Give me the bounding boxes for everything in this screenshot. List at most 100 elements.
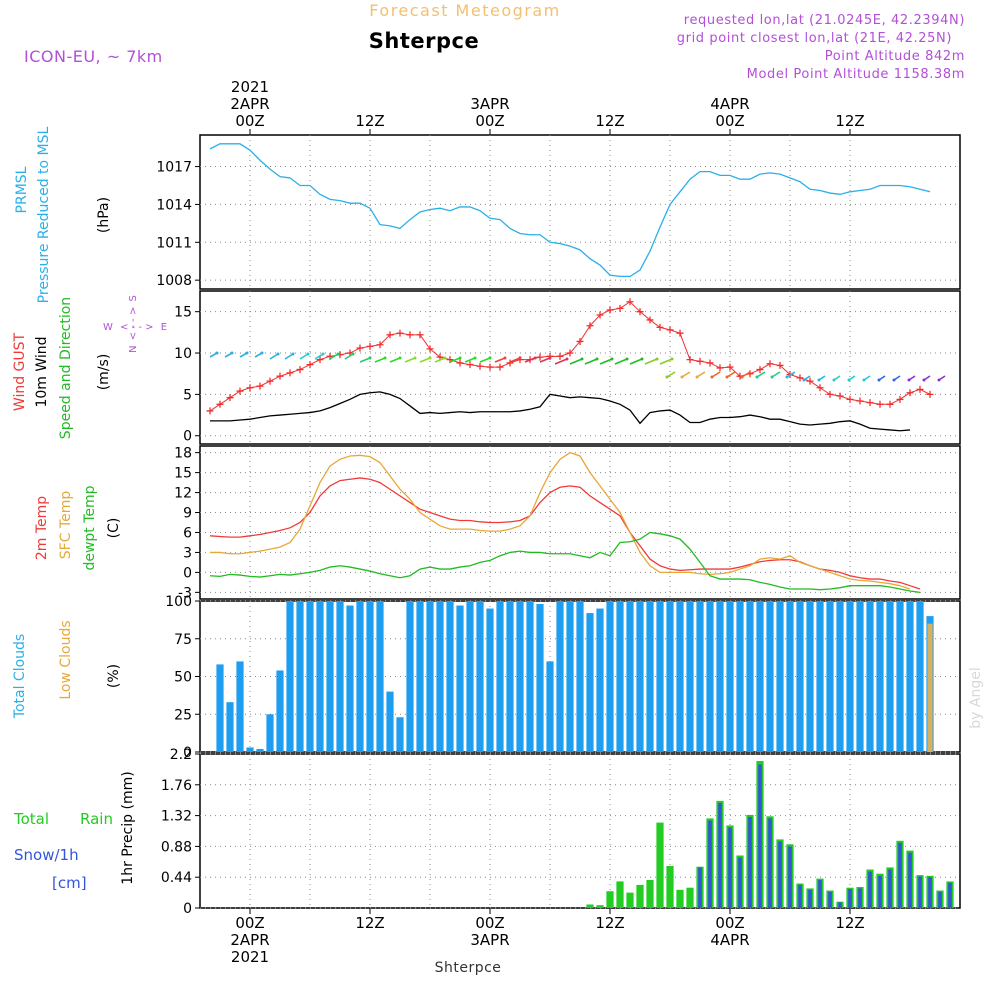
gust-point: [886, 400, 894, 408]
total-cloud-bar: [726, 601, 734, 752]
total-cloud-bar: [706, 601, 714, 752]
top-axis-label: 12Z: [355, 112, 384, 130]
snow-bar: [868, 871, 872, 908]
wind-arrow-head: [443, 356, 447, 360]
ytick-label: 18: [174, 446, 192, 462]
gust-point: [356, 344, 364, 352]
compass-ns-arrow: < - - >: [128, 307, 139, 341]
total-cloud-bar: [876, 601, 884, 752]
wind-arrow-head: [877, 378, 881, 382]
model-altitude: Model Point Altitude 1158.38m: [747, 67, 965, 82]
wind-arrow-head: [383, 356, 387, 360]
compass-n: N: [128, 345, 139, 352]
rain-bar: [606, 891, 614, 908]
wind-arrow: [359, 357, 371, 363]
wind-arrow-head: [755, 375, 759, 379]
wind-arrow-head: [640, 357, 644, 361]
snow-bar: [878, 875, 882, 908]
panel-frame-temperature: [199, 445, 961, 600]
wind-arrow-head: [215, 351, 219, 355]
gust-point: [496, 363, 504, 371]
wind-arrow-head: [533, 356, 537, 360]
ytick-label: 50: [174, 670, 192, 686]
ytick-label: 1.32: [161, 809, 192, 825]
top-axis-label: 12Z: [835, 112, 864, 130]
snow-bar: [908, 852, 912, 908]
wind-arrow: [329, 353, 339, 360]
snow-label: Snow/1h: [14, 846, 79, 864]
wind-arrow-head: [245, 351, 249, 355]
ytick-label: 0.44: [161, 870, 192, 886]
wind-arrow: [344, 353, 354, 360]
ytick-label: 15: [174, 305, 192, 321]
product-title: Forecast Meteogram: [369, 1, 560, 20]
wind-dir-label: Speed and Direction: [58, 297, 74, 439]
total-cloud-bar: [566, 601, 574, 752]
top-axis-label: 00Z: [475, 112, 504, 130]
snow-bar: [828, 891, 832, 908]
gust-point: [486, 363, 494, 371]
wind-arrow: [786, 371, 796, 378]
total-cloud-bar: [626, 601, 634, 752]
gust-point: [386, 331, 394, 339]
ytick-label: 1011: [156, 235, 192, 251]
snow-bar: [808, 889, 812, 908]
gust-point: [476, 362, 484, 370]
rain-bar: [646, 880, 654, 908]
total-cloud-bar: [546, 661, 554, 752]
ytick-label: 75: [174, 632, 192, 648]
wind-arrow: [599, 358, 613, 365]
tsfc-series-line: [210, 451, 911, 590]
wind-arrow: [449, 357, 461, 363]
gust-point: [376, 341, 384, 349]
gust-point: [856, 397, 864, 405]
wind-arrow-head: [291, 352, 295, 356]
dew-label: dewpt Temp: [82, 485, 98, 570]
snow-bar: [948, 882, 952, 908]
total-cloud-bar: [846, 601, 854, 752]
gust-point: [896, 395, 904, 403]
gust-point: [316, 356, 324, 364]
ytick-label: 3: [183, 545, 192, 561]
tsfc-label: SFC Temp: [58, 491, 74, 560]
snow-bar: [738, 857, 742, 908]
rain-bar: [636, 884, 644, 908]
ytick-label: 1017: [156, 160, 192, 176]
total-cloud-bar: [246, 747, 254, 752]
compass-we: W < - - > E: [103, 322, 167, 333]
snow-bar: [798, 884, 802, 908]
wind-arrow-head: [892, 378, 896, 382]
total-cloud-bar: [826, 601, 834, 752]
total-cloud-bar: [436, 601, 444, 752]
ytick-label: 6: [183, 525, 192, 541]
ytick-label: 0.88: [161, 839, 192, 855]
pressure-label-line2: Pressure Reduced to MSL: [36, 126, 52, 303]
bottom-axis-label: 00Z: [715, 914, 744, 932]
wind-arrow-head: [503, 356, 507, 360]
ytick-label: 1.76: [161, 778, 192, 794]
gust-point: [266, 377, 274, 385]
pressure-label-line1: PRMSL: [14, 166, 30, 213]
total-cloud-bar: [756, 601, 764, 752]
gust-point: [776, 361, 784, 369]
gust-point: [236, 387, 244, 395]
wind-arrow-head: [458, 356, 462, 360]
compass-e: E: [161, 322, 167, 333]
gust-point: [406, 331, 414, 339]
snow-bar: [748, 817, 752, 908]
gust-point: [566, 349, 574, 357]
wind-arrow-head: [832, 378, 836, 382]
total-cloud-bar: [376, 601, 384, 752]
snow-cm-label: [cm]: [52, 874, 87, 892]
gust-point: [206, 407, 214, 415]
top-axis-label: 2021: [231, 78, 269, 96]
wind-arrow-head: [937, 378, 941, 382]
gust-point: [596, 311, 604, 319]
total-cloud-bar: [896, 601, 904, 752]
total-cloud-bar: [736, 601, 744, 752]
gust-point: [466, 361, 474, 369]
wind-arrow-head: [473, 356, 477, 360]
wind-arrow-head: [368, 356, 372, 360]
snow-bar: [758, 764, 762, 908]
plots: [206, 143, 954, 908]
